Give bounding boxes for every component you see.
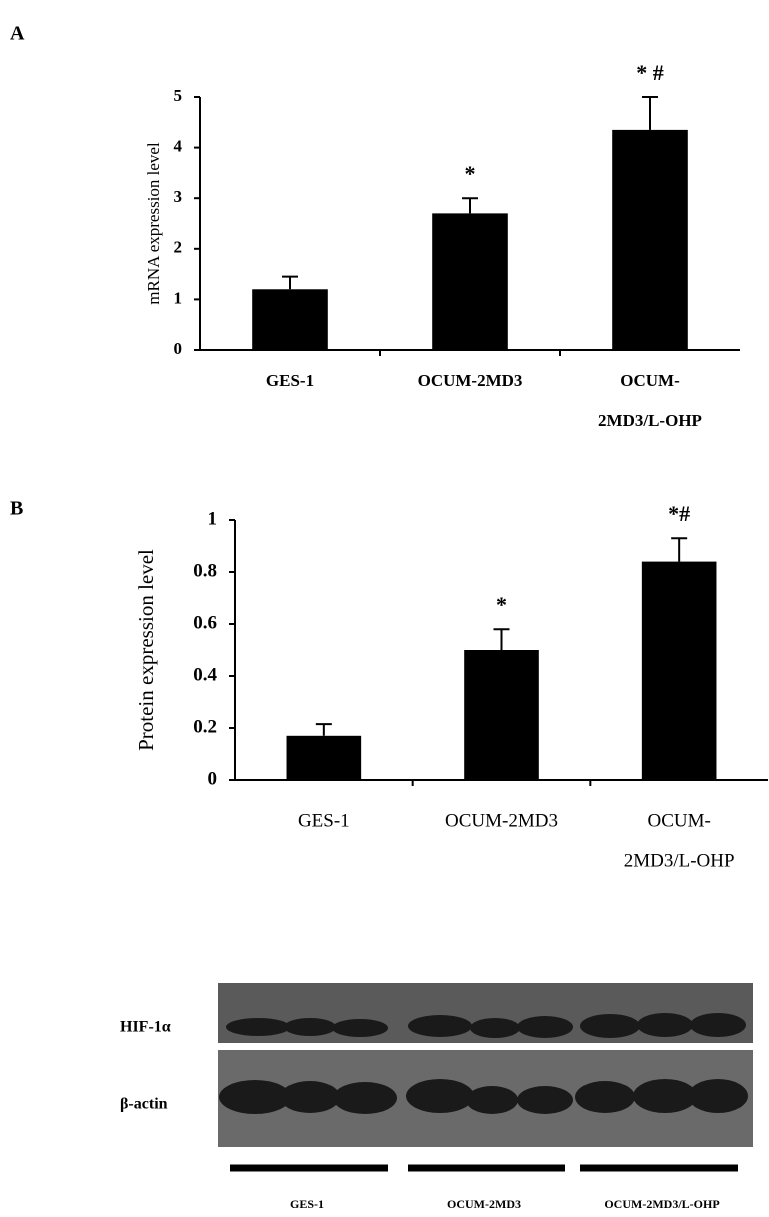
significance-mark: *: [496, 592, 507, 617]
x-tick-label: OCUM-2MD3: [418, 371, 523, 390]
y-tick-label: 0.2: [193, 716, 217, 737]
y-tick-label: 1: [208, 508, 218, 529]
x-tick-label: GES-1: [266, 371, 314, 390]
significance-mark: *: [465, 161, 476, 186]
panel-label: B: [10, 498, 23, 520]
blot-group-label: OCUM-2MD3: [447, 1197, 521, 1211]
blot-row-label: β-actin: [120, 1096, 168, 1113]
x-tick-label: 2MD3/L-OHP: [624, 850, 735, 871]
y-axis-label: Protein expression level: [134, 549, 158, 751]
blot-bands: [219, 1013, 748, 1114]
blot-row-label: HIF-1α: [120, 1019, 171, 1036]
error-bar: [282, 275, 298, 290]
x-tick-label: OCUM-: [620, 371, 680, 390]
y-tick-label: 0: [208, 768, 218, 789]
y-tick-label: 0: [174, 339, 183, 358]
y-tick-label: 0.8: [193, 560, 217, 581]
y-tick-label: 1: [174, 288, 183, 307]
y-tick-label: 5: [174, 86, 183, 105]
y-tick-label: 2: [174, 238, 183, 257]
error-bar: [671, 537, 688, 562]
x-tick-label: OCUM-2MD3: [445, 810, 558, 831]
x-tick-label: 2MD3/L-OHP: [598, 411, 702, 430]
x-tick-label: GES-1: [298, 810, 350, 831]
error-bar: [315, 723, 332, 736]
panel-label: A: [10, 23, 25, 45]
y-tick-label: 0.6: [193, 612, 217, 633]
bar: [641, 561, 717, 780]
error-bar: [462, 197, 478, 214]
bar: [432, 213, 508, 350]
y-tick-label: 4: [174, 137, 183, 156]
error-bar: [493, 628, 510, 650]
y-axis-label: mRNA expression level: [144, 142, 163, 305]
y-tick-label: 0.4: [193, 664, 217, 685]
error-bar: [642, 96, 658, 130]
blot-group-label: GES-1: [290, 1197, 324, 1211]
bar: [464, 650, 539, 780]
bar: [612, 129, 688, 350]
x-tick-label: OCUM-: [647, 810, 710, 831]
bar: [252, 289, 328, 350]
y-tick-label: 3: [174, 187, 183, 206]
significance-mark: *#: [668, 501, 690, 526]
significance-mark: * #: [636, 60, 664, 85]
bar: [286, 735, 362, 780]
blot-group-label: OCUM-2MD3/L-OHP: [604, 1197, 719, 1211]
